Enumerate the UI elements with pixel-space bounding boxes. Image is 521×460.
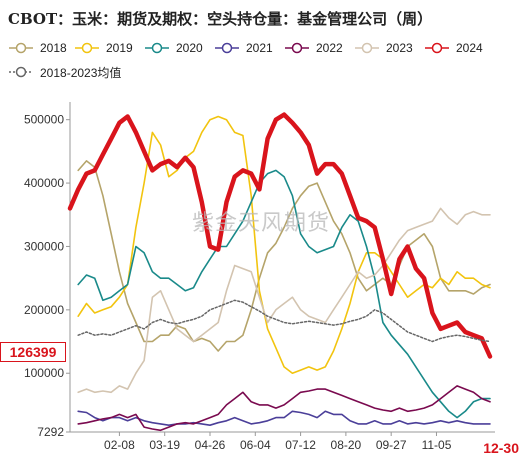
y-tick-label: 100000 xyxy=(24,366,64,380)
last-value-label: 126399 xyxy=(0,342,66,362)
y-tick-label: 300000 xyxy=(24,239,64,253)
legend-marker-icon xyxy=(75,42,99,54)
series-line-2023 xyxy=(77,207,491,394)
legend-marker-icon xyxy=(425,42,449,54)
watermark: 紫金天风期货 xyxy=(192,211,331,236)
legend-marker-icon xyxy=(355,42,379,54)
legend-label: 2022 xyxy=(316,41,343,55)
chart-title: CBOT：玉米：期货及期权：空头持仓量：基金管理公司（周） xyxy=(8,10,433,28)
legend-marker-icon xyxy=(9,42,33,54)
legend-label: 2020 xyxy=(176,41,203,55)
legend-marker-icon xyxy=(285,42,309,54)
series-line-2018-2023均值 xyxy=(77,299,491,343)
legend-marker-icon xyxy=(215,42,239,54)
last-date-label: 12-30 xyxy=(483,440,519,456)
legend-item-0: 2018 xyxy=(8,40,67,56)
legend-label: 2023 xyxy=(386,41,413,55)
x-tick-label: 06-04 xyxy=(240,438,271,452)
legend-label: 2018 xyxy=(40,41,67,55)
y-tick-label: 200000 xyxy=(24,303,64,317)
y-tick-label: 500000 xyxy=(24,113,64,127)
x-tick-label: 07-12 xyxy=(285,438,316,452)
x-tick-label: 08-20 xyxy=(331,438,362,452)
legend-label: 2018-2023均值 xyxy=(40,65,122,80)
legend-item-7: 2018-2023均值 xyxy=(8,64,121,80)
y-tick-label: 400000 xyxy=(24,176,64,190)
series-line-2020 xyxy=(77,169,491,419)
legend-label: 2024 xyxy=(456,41,483,55)
legend-marker-icon xyxy=(9,66,33,78)
series-line-2022 xyxy=(77,385,491,432)
legend-label: 2019 xyxy=(106,41,133,55)
series-line-2019 xyxy=(77,115,491,374)
x-tick-label: 09-27 xyxy=(376,438,407,452)
legend-item-1: 2019 xyxy=(74,40,133,56)
x-tick-label: 11-05 xyxy=(422,438,452,452)
x-tick-label: 02-08 xyxy=(104,438,135,452)
legend-item-3: 2021 xyxy=(214,40,273,56)
x-tick-label: 04-26 xyxy=(195,438,226,452)
legend-label: 2021 xyxy=(246,41,273,55)
legend-item-2: 2020 xyxy=(144,40,203,56)
legend-marker-icon xyxy=(145,42,169,54)
series-line-2021 xyxy=(77,410,491,426)
series-line-2024 xyxy=(67,112,493,359)
legend-item-6: 2024 xyxy=(424,40,483,56)
legend-item-5: 2023 xyxy=(354,40,413,56)
legend-item-4: 2022 xyxy=(284,40,343,56)
y-tick-label: 7292 xyxy=(37,425,64,439)
x-tick-label: 03-19 xyxy=(149,438,180,452)
